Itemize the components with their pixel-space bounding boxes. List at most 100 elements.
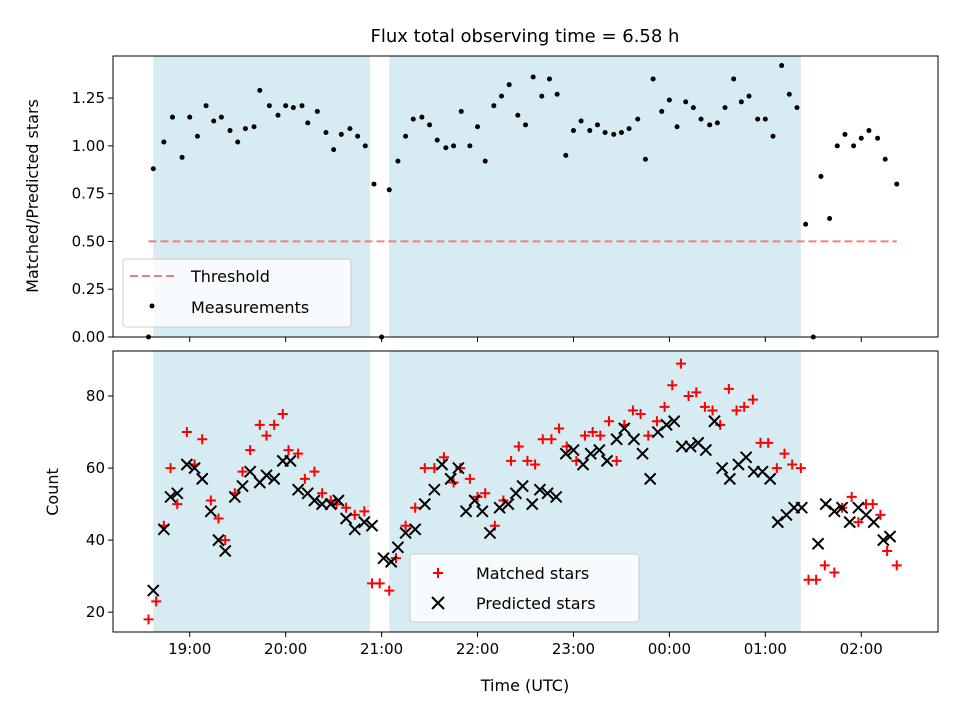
- predicted-star-point: [618, 422, 631, 435]
- measurement-point: [594, 122, 600, 128]
- predicted-star-point: [549, 490, 563, 504]
- measurement-point: [642, 156, 648, 162]
- ratio-y-axis: 0.00 0.25 0.50 0.75 1.00 1.25: [72, 89, 113, 346]
- matched-star-point: [165, 463, 176, 474]
- measurement-point: [386, 187, 392, 193]
- x-tick-label: 20:00: [264, 640, 307, 658]
- predicted-star-point: [627, 433, 641, 446]
- matched-star-point: [359, 506, 370, 517]
- measurement-point: [475, 124, 481, 130]
- measurement-point: [563, 152, 569, 158]
- measurement-point: [635, 116, 641, 122]
- measurement-point: [434, 137, 440, 143]
- predicted-star-point: [452, 461, 465, 475]
- matched-star-point: [374, 578, 385, 589]
- measurement-point: [203, 103, 209, 109]
- predicted-star-point: [483, 526, 497, 540]
- matched-star-point: [419, 463, 430, 474]
- measurement-point: [707, 122, 713, 128]
- matched-star-point: [731, 405, 742, 416]
- matched-star-point: [341, 502, 352, 513]
- matched-star-point: [747, 394, 758, 405]
- predicted-star-point: [502, 497, 515, 511]
- predicted-star-point: [188, 461, 201, 475]
- matched-star-point: [546, 434, 557, 445]
- y-tick-label: 60: [86, 459, 105, 477]
- predicted-star-point: [339, 512, 353, 525]
- measurement-point: [251, 124, 257, 130]
- y-tick-label: 80: [86, 387, 105, 405]
- predicted-star-point: [284, 454, 297, 468]
- matched-star-point: [455, 463, 466, 474]
- predicted-star-point: [684, 440, 697, 453]
- predicted-star-point: [593, 443, 606, 457]
- matched-star-point: [331, 499, 342, 510]
- matched-star-point: [197, 434, 208, 445]
- measurement-point: [482, 158, 488, 164]
- matched-star-point: [795, 463, 806, 474]
- predicted-star-point: [526, 497, 539, 511]
- y-tick-label: 1.00: [72, 137, 105, 155]
- predicted-star-point: [739, 451, 753, 464]
- matched-star-point: [299, 473, 310, 484]
- matched-star-point: [771, 463, 782, 474]
- predicted-star-point: [715, 461, 729, 475]
- predicted-star-point: [291, 483, 305, 496]
- measurement-point: [602, 129, 608, 135]
- predicted-star-point: [418, 497, 431, 511]
- measurement-point: [499, 93, 505, 99]
- matched-star-point: [213, 513, 224, 524]
- predicted-star-point: [843, 515, 856, 529]
- predicted-star-point: [600, 454, 614, 468]
- matched-star-point: [261, 430, 272, 441]
- predicted-star-point: [459, 505, 473, 518]
- predicted-star-point: [567, 443, 580, 457]
- y-tick-label: 0.00: [72, 328, 105, 346]
- predicted-star-point: [435, 458, 449, 471]
- measurement-point: [467, 143, 473, 149]
- matched-star-point: [603, 416, 614, 427]
- matched-star-point: [691, 387, 702, 398]
- predicted-star-point: [196, 472, 209, 486]
- predicted-star-point: [811, 537, 825, 550]
- matched-star-point: [611, 455, 622, 466]
- matched-star-point: [537, 434, 548, 445]
- x-tick-label: 22:00: [456, 640, 499, 658]
- measurement-point: [395, 158, 401, 164]
- measurement-point: [779, 63, 785, 69]
- predicted-star-point: [384, 555, 398, 568]
- predicted-star-point: [660, 418, 673, 432]
- measurement-point: [842, 131, 848, 137]
- top-observing-windows: [153, 56, 801, 337]
- y-tick-label: 0.75: [72, 185, 105, 203]
- predicted-star-point: [157, 523, 171, 536]
- measurement-point: [570, 128, 576, 134]
- measurement-point: [403, 133, 409, 139]
- predicted-star-point: [408, 523, 422, 536]
- matched-star-point: [627, 405, 638, 416]
- predicted-star-point: [180, 458, 194, 471]
- count-y-axis: 20 40 60 80: [86, 387, 113, 621]
- measurement-point: [674, 124, 680, 130]
- measurement-point: [314, 108, 320, 114]
- count-points: [143, 358, 902, 625]
- predicted-star-point: [468, 494, 481, 507]
- matched-star-point: [875, 509, 886, 520]
- predicted-star-point: [444, 472, 457, 486]
- predicted-star-point: [828, 505, 841, 518]
- measurement-point: [762, 116, 768, 122]
- matched-star-point: [349, 509, 360, 520]
- measurement-point: [290, 105, 296, 111]
- measurement-point: [834, 143, 840, 149]
- matched-star-point: [293, 448, 304, 459]
- measurement-point: [690, 105, 696, 111]
- ratio-y-axis-label: Matched/Predicted stars: [23, 99, 42, 293]
- matched-star-point: [739, 401, 750, 412]
- predicted-star-point: [877, 533, 890, 547]
- predicted-star-point: [610, 433, 623, 446]
- measurement-point: [714, 120, 720, 126]
- matched-star-point: [400, 520, 411, 531]
- predicted-star-point: [391, 541, 405, 554]
- matched-star-point: [464, 473, 475, 484]
- matched-star-point: [723, 383, 734, 394]
